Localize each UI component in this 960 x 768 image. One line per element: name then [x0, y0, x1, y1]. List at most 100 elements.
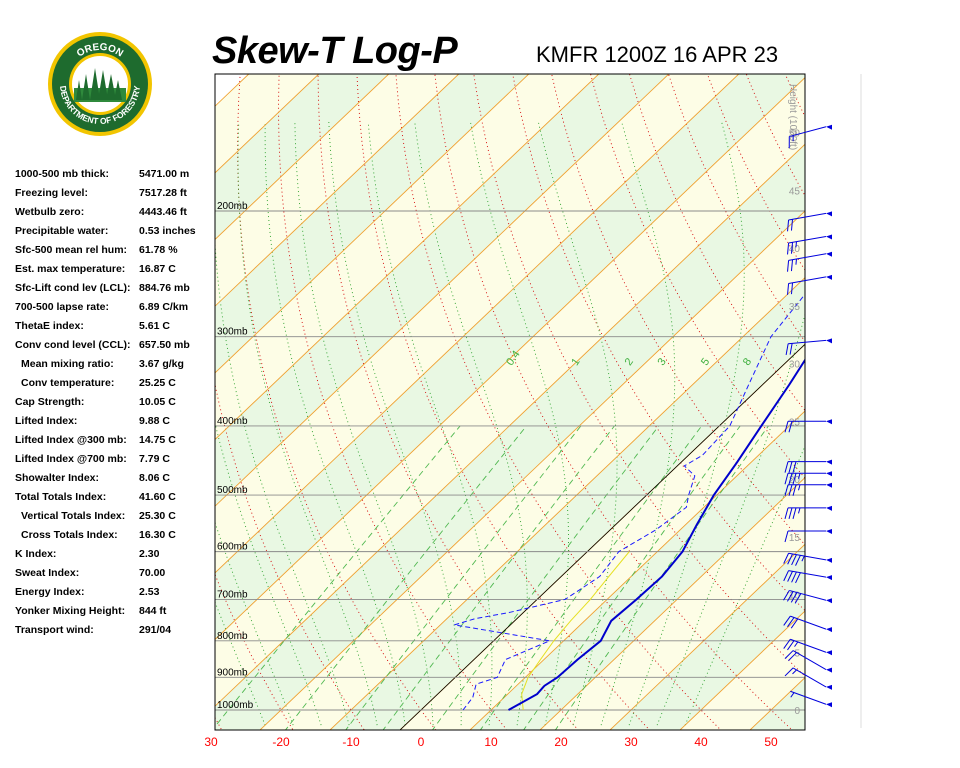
wind-barb-feather [792, 507, 797, 520]
stat-label: Cross Totals Index: [21, 529, 118, 541]
wind-barb-feather [791, 554, 797, 566]
height-tick-label: 25 [789, 417, 801, 428]
stat-label: Lifted Index @300 mb: [15, 434, 127, 446]
dry-adiabat [317, 74, 579, 730]
wind-barb [784, 667, 832, 690]
wind-barb-feather [788, 473, 793, 485]
wind-barb-shaft [792, 667, 827, 688]
wind-barb-feather [787, 553, 793, 565]
wind-barb-shaft [788, 253, 827, 261]
height-tick-label: 50 [789, 129, 801, 140]
wind-barb-feather [784, 507, 789, 520]
stat-value: 884.76 mb [139, 282, 190, 294]
wind-barb-half-feather [798, 473, 801, 479]
dry-adiabat [551, 74, 805, 546]
isobar-label: 400mb [217, 416, 248, 427]
wind-barb-feather [784, 484, 789, 496]
stat-value: 16.30 C [139, 529, 176, 541]
wind-barb-feather [787, 571, 793, 582]
wind-barb-station-mark [826, 419, 832, 425]
wind-barb-feather [783, 570, 790, 582]
mixing-ratio-line [284, 425, 527, 730]
wind-barb-feather [783, 590, 790, 601]
isobar-label: 200mb [217, 201, 248, 212]
wind-barb [790, 690, 832, 708]
stat-label: Mean mixing ratio: [21, 358, 114, 370]
stat-value: 291/04 [139, 624, 172, 636]
stat-label: Transport wind: [15, 624, 94, 636]
wind-barb-feather [792, 484, 797, 496]
dry-adiabat [590, 74, 805, 479]
wind-barb [787, 234, 832, 255]
wind-barb-half-feather [794, 641, 799, 647]
isotherm [215, 76, 805, 641]
wind-barb-half-feather [790, 692, 795, 698]
temperature-band [810, 0, 960, 740]
wind-barb-feather [791, 571, 797, 583]
stat-label: Precipitable water: [15, 225, 109, 237]
wind-barb-feather [790, 618, 799, 629]
stat-label: Sweat Index: [15, 567, 80, 579]
temperature-trace [508, 358, 805, 711]
dry-adiabat [629, 74, 805, 412]
height-tick-label: 5 [794, 648, 800, 659]
wind-barb-station-mark [826, 702, 832, 708]
wind-barb-feather [784, 473, 789, 485]
wind-barb-station-mark [826, 459, 832, 465]
wind-barb-feather [784, 650, 794, 659]
wind-barb-feather [786, 591, 794, 602]
height-tick-label: 15 [789, 533, 801, 544]
wind-barb-shaft [788, 212, 827, 221]
stat-label: K Index: [15, 548, 57, 560]
wind-barb-shaft [788, 570, 827, 578]
wind-barb-station-mark [826, 528, 832, 534]
mixing-ratio-line [431, 425, 660, 730]
stat-label: Vertical Totals Index: [21, 510, 126, 522]
mixing-ratio-line [345, 425, 582, 730]
x-tick-label: 10 [484, 735, 498, 749]
wind-barb-station-mark [826, 251, 832, 257]
wind-barb-station-mark [826, 598, 832, 604]
stat-value: 61.78 % [139, 244, 178, 256]
isobar-label: 300mb [217, 327, 248, 338]
wind-barb-half-feather [798, 507, 801, 514]
wind-barb-station-mark [826, 684, 832, 690]
stat-value: 41.60 C [139, 491, 176, 503]
stat-label: Cap Strength: [15, 396, 85, 408]
wind-barb-half-feather [795, 241, 797, 248]
mixing-ratio-line [215, 425, 461, 728]
wind-barb-station-mark [826, 505, 832, 511]
wind-barb-station-mark [826, 471, 832, 477]
stat-value: 25.30 C [139, 510, 176, 522]
plot-frame [214, 73, 806, 731]
wind-barb-feather [788, 461, 793, 473]
temperature-band [880, 0, 960, 740]
wind-barb-feather [790, 282, 794, 295]
station-datetime: KMFR 1200Z 16 APR 23 [536, 42, 779, 67]
isobar-label: 500mb [217, 485, 248, 496]
wind-barb-feather [792, 461, 797, 473]
x-tick-label: 30 [204, 735, 218, 749]
wind-barb-shaft [790, 690, 827, 705]
dry-adiabat [512, 74, 805, 612]
wind-barb-half-feather [795, 258, 797, 265]
mixing-ratio-label: 5 [699, 356, 712, 368]
page-title: Skew-T Log-P [212, 30, 458, 72]
isotherm [215, 74, 250, 107]
stat-label: Energy Index: [15, 586, 85, 598]
wind-barb-feather [795, 555, 801, 566]
wind-barb-station-mark [826, 338, 832, 344]
wind-barb-feather [784, 421, 789, 433]
wind-barb [783, 570, 832, 584]
mixing-ratio-label: 8 [741, 356, 754, 368]
wind-barb-feather [790, 592, 798, 603]
mixing-ratio-label: 3 [656, 356, 669, 368]
wind-barb-feather [784, 667, 794, 677]
height-tick-label: 35 [789, 302, 801, 313]
wind-barb-shaft [792, 650, 827, 671]
isotherm [215, 74, 670, 507]
stat-label: Total Totals Index: [15, 491, 107, 503]
stat-value: 7.79 C [139, 453, 170, 465]
mixing-ratio-line [479, 425, 702, 730]
height-tick-label: 40 [789, 244, 801, 255]
